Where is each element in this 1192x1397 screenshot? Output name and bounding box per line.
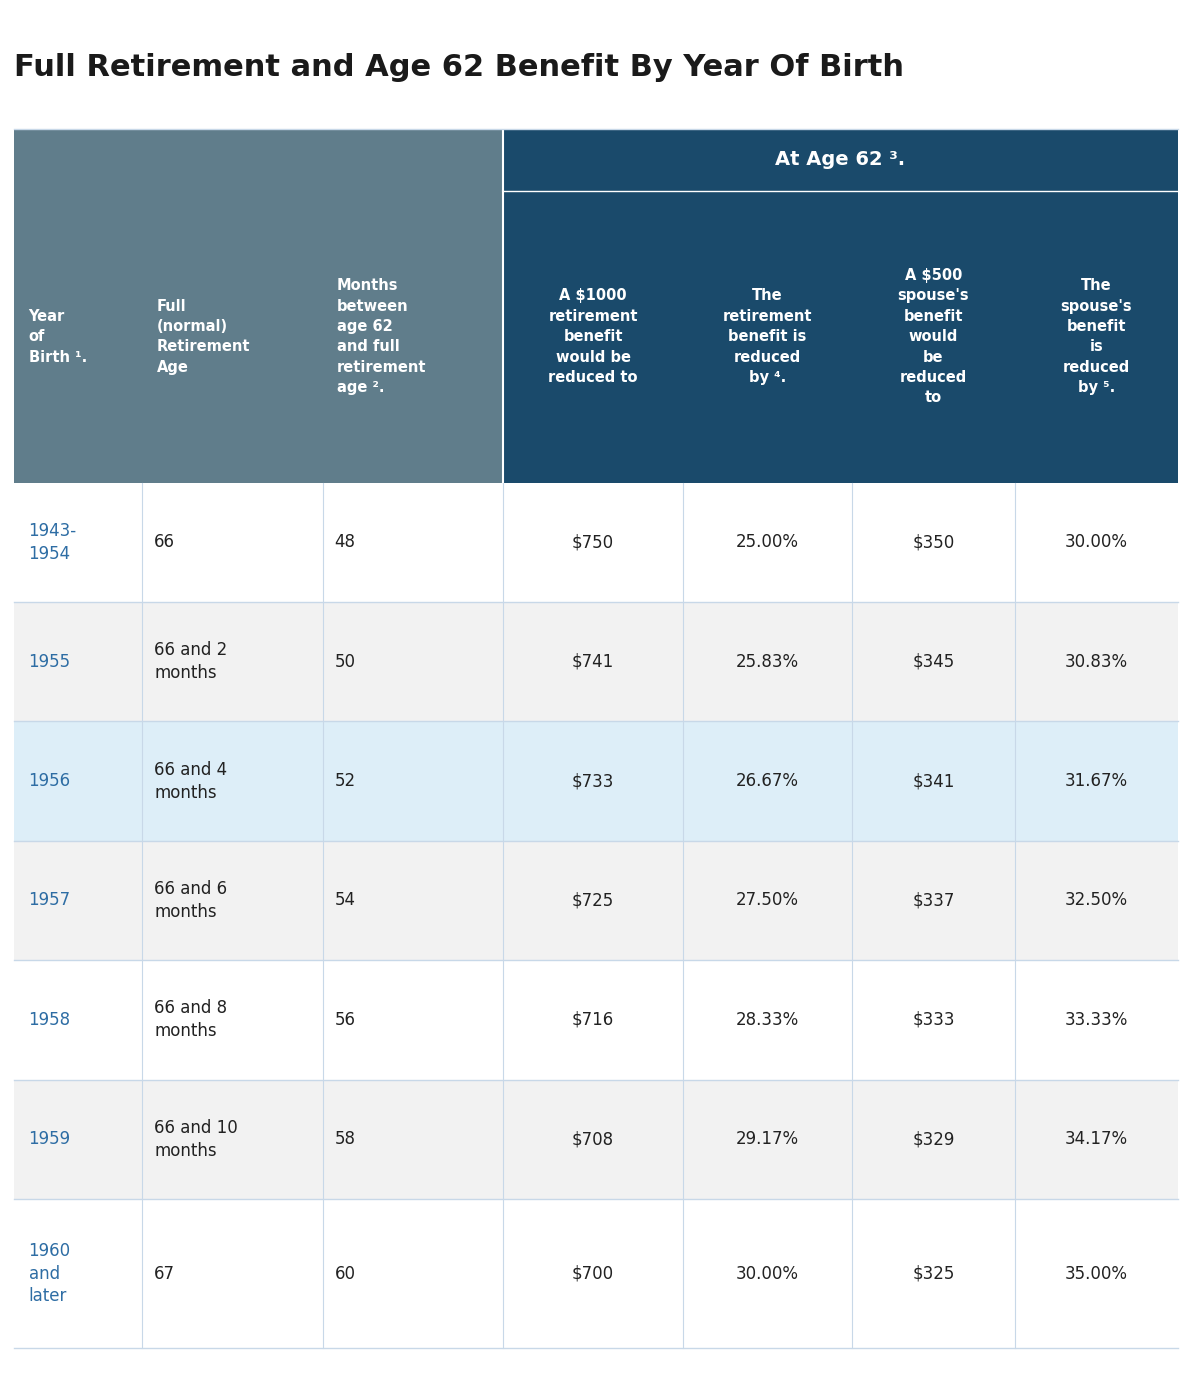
Bar [503,129,1178,191]
Text: 56: 56 [335,1011,355,1028]
Text: Year
of
Birth ¹.: Year of Birth ¹. [29,309,87,365]
Text: 30.00%: 30.00% [1064,534,1128,552]
Bar [14,1080,1178,1199]
Text: 48: 48 [335,534,355,552]
Bar [14,483,1178,602]
Bar [14,960,1178,1080]
Text: 27.50%: 27.50% [737,891,799,909]
Text: 30.83%: 30.83% [1064,652,1128,671]
Text: A $500
spouse's
benefit
would
be
reduced
to: A $500 spouse's benefit would be reduced… [898,268,969,405]
Text: 58: 58 [335,1130,355,1148]
Text: 66 and 8
months: 66 and 8 months [154,999,228,1041]
Text: 33.33%: 33.33% [1064,1011,1128,1028]
Bar [14,841,1178,960]
Text: 1957: 1957 [29,891,70,909]
Text: 34.17%: 34.17% [1064,1130,1128,1148]
Bar [14,721,1178,841]
Text: 32.50%: 32.50% [1064,891,1128,909]
Text: 1960
and
later: 1960 and later [29,1242,70,1305]
Text: $333: $333 [912,1011,955,1028]
Text: $337: $337 [912,891,955,909]
Text: $700: $700 [572,1264,614,1282]
Text: 25.83%: 25.83% [735,652,799,671]
Text: 25.00%: 25.00% [737,534,799,552]
Bar [14,191,503,483]
Text: $741: $741 [572,652,614,671]
Text: $733: $733 [572,773,614,791]
Text: 31.67%: 31.67% [1064,773,1128,791]
Text: 67: 67 [154,1264,175,1282]
Text: 66 and 6
months: 66 and 6 months [154,880,228,921]
Text: 1959: 1959 [29,1130,70,1148]
Text: 66: 66 [154,534,175,552]
Text: 28.33%: 28.33% [735,1011,799,1028]
Text: 66 and 2
months: 66 and 2 months [154,641,228,682]
Text: 1943-
1954: 1943- 1954 [29,522,76,563]
Text: 66 and 4
months: 66 and 4 months [154,761,228,802]
Text: At Age 62 ³.: At Age 62 ³. [775,149,906,169]
Text: 54: 54 [335,891,355,909]
Text: 29.17%: 29.17% [735,1130,799,1148]
Text: 66 and 10
months: 66 and 10 months [154,1119,238,1160]
Bar [14,1199,1178,1348]
Text: 1955: 1955 [29,652,70,671]
Text: $708: $708 [572,1130,614,1148]
Text: 60: 60 [335,1264,355,1282]
Text: 50: 50 [335,652,355,671]
Text: $350: $350 [912,534,955,552]
Bar [14,129,503,191]
Text: $341: $341 [912,773,955,791]
Text: 35.00%: 35.00% [1064,1264,1128,1282]
Bar [14,602,1178,721]
Text: $325: $325 [912,1264,955,1282]
Text: 1958: 1958 [29,1011,70,1028]
Text: $345: $345 [912,652,955,671]
Text: A $1000
retirement
benefit
would be
reduced to: A $1000 retirement benefit would be redu… [548,288,638,386]
Text: The
spouse's
benefit
is
reduced
by ⁵.: The spouse's benefit is reduced by ⁵. [1061,278,1132,395]
Text: 1956: 1956 [29,773,70,791]
Text: 52: 52 [335,773,355,791]
Text: 26.67%: 26.67% [737,773,799,791]
Text: $716: $716 [572,1011,614,1028]
Text: $725: $725 [572,891,614,909]
Text: Months
between
age 62
and full
retirement
age ².: Months between age 62 and full retiremen… [337,278,427,395]
Text: $329: $329 [912,1130,955,1148]
Text: The
retirement
benefit is
reduced
by ⁴.: The retirement benefit is reduced by ⁴. [722,288,813,386]
Text: 30.00%: 30.00% [737,1264,799,1282]
Text: $750: $750 [572,534,614,552]
Bar [503,191,1178,483]
Text: Full
(normal)
Retirement
Age: Full (normal) Retirement Age [156,299,250,374]
Text: Full Retirement and Age 62 Benefit By Year Of Birth: Full Retirement and Age 62 Benefit By Ye… [14,53,905,82]
